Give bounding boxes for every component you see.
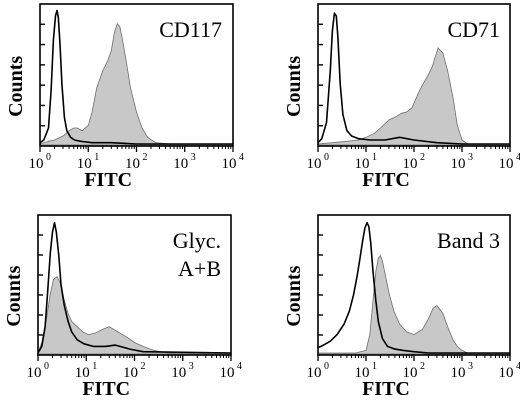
- control-histogram: [39, 9, 233, 145]
- x-tick-label: 10: [222, 156, 237, 172]
- x-tick-label: 10: [173, 156, 188, 172]
- x-tick-exponent: 4: [239, 152, 244, 163]
- x-tick-exponent: 0: [324, 361, 329, 372]
- x-tick-label: 10: [171, 365, 186, 381]
- x-tick-label: 10: [499, 156, 514, 172]
- x-tick-exponent: 3: [191, 152, 196, 163]
- x-axis-label: FITC: [82, 378, 130, 400]
- x-tick-exponent: 3: [468, 152, 473, 163]
- x-tick-exponent: 3: [189, 361, 194, 372]
- x-tick-exponent: 1: [94, 152, 99, 163]
- control-histogram: [37, 221, 232, 354]
- x-tick-exponent: 3: [468, 361, 473, 372]
- x-tick-exponent: 0: [46, 152, 51, 163]
- y-axis-label: Counts: [283, 265, 305, 326]
- x-tick-exponent: 1: [372, 152, 377, 163]
- marker-label: Glyc.: [173, 228, 221, 253]
- x-tick-label: 10: [451, 156, 466, 172]
- y-axis-label: Counts: [283, 56, 305, 117]
- x-tick-exponent: 4: [237, 361, 242, 372]
- x-tick-label: 10: [123, 365, 138, 381]
- x-tick-exponent: 4: [516, 361, 520, 372]
- marker-label: CD117: [159, 17, 222, 42]
- x-tick-label: 10: [307, 156, 322, 172]
- x-tick-label: 10: [451, 365, 466, 381]
- x-tick-exponent: 4: [516, 152, 520, 163]
- control-histogram: [317, 12, 510, 145]
- stained-histogram: [317, 254, 511, 355]
- stained-histogram: [39, 23, 234, 146]
- x-tick-label: 10: [307, 365, 322, 381]
- x-tick-exponent: 2: [420, 361, 425, 372]
- x-tick-label: 10: [403, 365, 418, 381]
- x-axis-label: FITC: [362, 169, 410, 191]
- y-axis-label: Counts: [3, 265, 25, 326]
- y-axis-label: Counts: [5, 56, 27, 117]
- x-tick-exponent: 2: [141, 361, 146, 372]
- marker-label: CD71: [447, 17, 500, 42]
- x-tick-label: 10: [29, 156, 44, 172]
- x-tick-exponent: 1: [372, 361, 377, 372]
- marker-label: Band 3: [437, 228, 500, 253]
- x-tick-label: 10: [27, 365, 42, 381]
- x-tick-exponent: 0: [44, 361, 49, 372]
- x-tick-label: 10: [403, 156, 418, 172]
- x-tick-label: 10: [125, 156, 140, 172]
- x-tick-label: 10: [77, 156, 92, 172]
- marker-label-line2: A+B: [178, 256, 221, 281]
- x-tick-label: 10: [355, 156, 370, 172]
- x-tick-label: 10: [499, 365, 514, 381]
- x-tick-exponent: 2: [420, 152, 425, 163]
- x-tick-label: 10: [355, 365, 370, 381]
- x-tick-exponent: 1: [92, 361, 97, 372]
- x-axis-label: FITC: [84, 169, 132, 191]
- x-axis-label: FITC: [362, 378, 410, 400]
- x-tick-exponent: 2: [143, 152, 148, 163]
- x-tick-exponent: 0: [324, 152, 329, 163]
- x-tick-label: 10: [220, 365, 235, 381]
- control-histogram: [317, 221, 510, 354]
- x-tick-label: 10: [75, 365, 90, 381]
- stained-histogram: [317, 47, 511, 146]
